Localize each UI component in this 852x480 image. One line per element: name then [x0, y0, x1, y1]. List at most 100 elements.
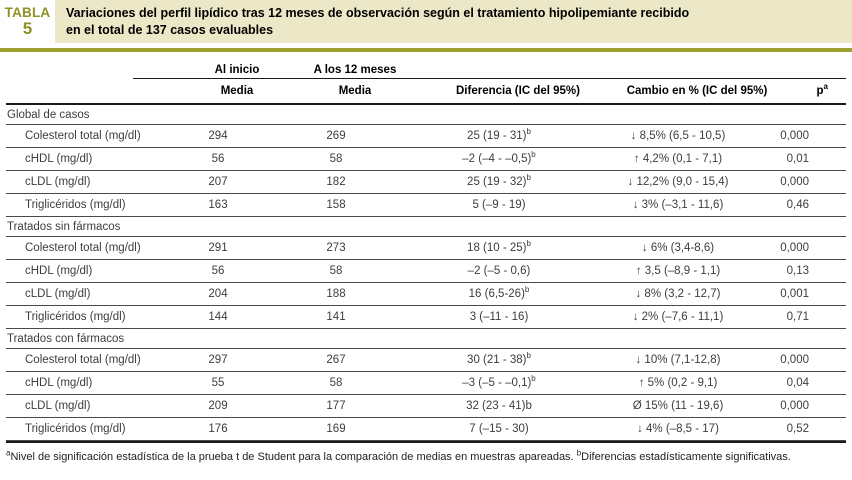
cell-p: 0,13 [786, 265, 809, 278]
cell-cambio: ↓ 12,2% (9,0 - 15,4) [627, 176, 729, 189]
table-row: Colesterol total (mg/dl) 297 267 30 (21 … [6, 349, 846, 373]
cell-12meses: 188 [326, 288, 346, 301]
cell-diferencia: –3 (–5 - –0,1)b [408, 374, 590, 390]
diferencia-value: –2 (–5 - 0,6) [467, 265, 531, 278]
cell-cambio: ↑ 5% (0,2 - 9,1) [638, 377, 718, 390]
diferencia-superscript: b [531, 150, 536, 160]
footnote-superscript-a: a [6, 448, 11, 458]
cell-diferencia: 5 (–9 - 19) [408, 199, 590, 211]
cell-inicio: 56 [211, 153, 225, 166]
footnote-superscript-b: b [576, 448, 582, 458]
cell-diferencia: 7 (–15 - 30) [408, 423, 590, 435]
table-title-line2: en el total de 137 casos evaluables [66, 22, 274, 37]
cell-12meses: 177 [326, 400, 346, 413]
cell-diferencia: 18 (10 - 25)b [408, 240, 590, 255]
diferencia-value: 25 (19 - 32) [467, 176, 527, 189]
cell-label: cHDL (mg/dl) [25, 265, 93, 278]
footnote-text-b: Diferencias estadísticamente significati… [581, 451, 791, 464]
cell-cambio: ↓ 4% (–8,5 - 17) [637, 423, 719, 436]
cell-diferencia: 32 (23 - 41)b [408, 400, 590, 412]
cell-inicio: 176 [208, 423, 228, 436]
cell-inicio: 207 [208, 176, 228, 189]
diferencia-superscript: b [526, 351, 531, 361]
header-bottom-rule [6, 103, 846, 106]
table-row: Triglicéridos (mg/dl) 163 158 5 (–9 - 19… [6, 194, 846, 218]
cell-diferencia: –2 (–4 - –0,5)b [408, 150, 590, 165]
lipid-table: Al inicio A los 12 meses Media Media Dif… [6, 52, 846, 444]
footnote-text-a: Nivel de significación estadística de la… [10, 451, 577, 464]
table-label-number: 5 [22, 19, 33, 38]
cell-label: cLDL (mg/dl) [25, 288, 91, 301]
cell-diferencia: 25 (19 - 31)b [408, 128, 590, 142]
cell-label: Colesterol total (mg/dl) [25, 130, 141, 143]
cell-12meses: 267 [326, 354, 346, 367]
diferencia-value: 18 (10 - 25) [467, 242, 527, 255]
cell-p: 0,000 [780, 242, 809, 255]
cell-cambio: ↓ 3% (–3,1 - 11,6) [632, 199, 724, 212]
col-header-diferencia: Diferencia (IC del 95%) [456, 85, 580, 98]
header-group-underline [133, 78, 846, 80]
cell-diferencia: –2 (–5 - 0,6) [408, 265, 590, 277]
table-row: cLDL (mg/dl) 207 182 25 (19 - 32)b ↓ 12,… [6, 171, 846, 195]
section-header-row: Tratados con fármacos [6, 329, 846, 350]
cell-label: Triglicéridos (mg/dl) [25, 199, 126, 212]
table-title: Variaciones del perfil lipídico tras 12 … [55, 0, 852, 44]
table-row: Triglicéridos (mg/dl) 144 141 3 (–11 - 1… [6, 306, 846, 330]
cell-p: 0,001 [780, 288, 809, 301]
cell-p: 0,71 [786, 311, 809, 324]
cell-diferencia: 3 (–11 - 16) [408, 311, 590, 323]
cell-label: Colesterol total (mg/dl) [25, 242, 141, 255]
cell-12meses: 58 [329, 377, 343, 390]
cell-cambio: ↑ 4,2% (0,1 - 7,1) [633, 153, 723, 166]
table-row: Colesterol total (mg/dl) 294 269 25 (19 … [6, 125, 846, 149]
col-header-media-inicio: Media [220, 85, 254, 98]
cell-12meses: 158 [326, 199, 346, 212]
cell-label: cLDL (mg/dl) [25, 400, 91, 413]
cell-cambio: Ø 15% (11 - 19,6) [632, 400, 724, 413]
table-label-word: TABLA [4, 5, 51, 20]
cell-12meses: 169 [326, 423, 346, 436]
cell-inicio: 291 [208, 242, 228, 255]
cell-12meses: 182 [326, 176, 346, 189]
cell-inicio: 204 [208, 288, 228, 301]
cell-12meses: 58 [329, 153, 343, 166]
diferencia-value: –3 (–5 - –0,1) [462, 377, 532, 390]
cell-inicio: 163 [208, 199, 228, 212]
cell-12meses: 58 [329, 265, 343, 278]
cell-label: cLDL (mg/dl) [25, 176, 91, 189]
cell-cambio: ↓ 6% (3,4-8,6) [641, 242, 715, 255]
col-header-cambio: Cambio en % (IC del 95%) [626, 85, 768, 98]
cell-p: 0,46 [786, 199, 809, 212]
cell-p: 0,000 [780, 400, 809, 413]
cell-diferencia: 30 (21 - 38)b [408, 351, 590, 367]
cell-label: Triglicéridos (mg/dl) [25, 423, 126, 436]
cell-inicio: 144 [208, 311, 228, 324]
diferencia-value: 32 (23 - 41)b [466, 400, 532, 413]
table-header-row: Media Media Diferencia (IC del 95%) Camb… [6, 79, 846, 103]
table-number-label: TABLA 5 [0, 0, 55, 44]
p-header-base: p [816, 85, 824, 98]
cell-12meses: 141 [326, 311, 346, 324]
table-row: cLDL (mg/dl) 209 177 32 (23 - 41)b Ø 15%… [6, 395, 846, 419]
diferencia-superscript: b [531, 374, 536, 384]
cell-p: 0,52 [786, 423, 809, 436]
cell-p: 0,04 [786, 377, 809, 390]
cell-cambio: ↓ 8,5% (6,5 - 10,5) [630, 130, 726, 143]
accent-divider-bar [0, 48, 852, 53]
p-header-superscript: a [823, 82, 828, 92]
col-header-media-12meses: Media [338, 85, 372, 98]
cell-inicio: 56 [211, 265, 225, 278]
diferencia-value: 30 (21 - 38) [467, 354, 527, 367]
cell-inicio: 55 [211, 377, 225, 390]
cell-cambio: ↑ 3,5 (–8,9 - 1,1) [635, 265, 721, 278]
table-banner: TABLA 5 Variaciones del perfil lipídico … [0, 0, 852, 44]
table-title-line1: Variaciones del perfil lipídico tras 12 … [66, 6, 690, 20]
col-header-al-inicio: Al inicio [214, 63, 260, 76]
cell-cambio: ↓ 8% (3,2 - 12,7) [635, 288, 721, 301]
table-bottom-rule [6, 441, 846, 444]
cell-cambio: ↓ 2% (–7,6 - 11,1) [632, 311, 724, 324]
section-header-row: Tratados sin fármacos [6, 217, 846, 238]
table-row: cHDL (mg/dl) 55 58 –3 (–5 - –0,1)b ↑ 5% … [6, 372, 846, 396]
cell-p: 0,000 [780, 176, 809, 189]
diferencia-superscript: b [524, 285, 530, 295]
